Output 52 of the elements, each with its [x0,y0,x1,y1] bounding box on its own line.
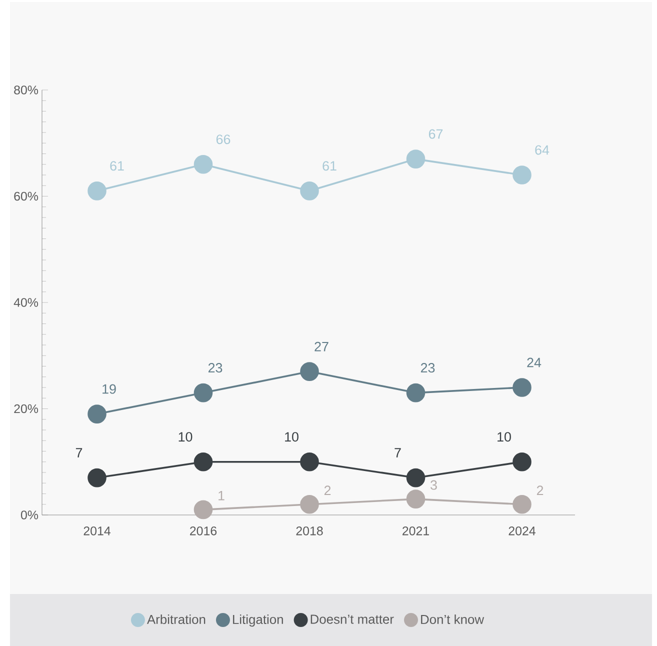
data-label: 64 [535,145,550,155]
x-tick-label: 2018 [296,526,323,536]
point [194,154,213,174]
data-label: 67 [428,129,443,139]
data-label: 23 [420,363,435,373]
data-label: 7 [394,448,401,458]
point [300,362,319,381]
point [406,468,426,488]
data-label: 7 [76,448,82,458]
point [300,494,319,514]
legend-label: Arbitration [146,614,206,624]
y-tick-label: 20% [14,404,38,414]
x-tick-label: 2016 [190,526,217,536]
data-label: 19 [102,384,116,394]
point [406,490,426,508]
point [512,378,532,397]
legend-label: Don’t know [421,614,484,624]
y-tick-label: 80% [14,86,38,94]
data-label: 61 [110,161,124,171]
point [194,500,213,520]
data-label: 27 [314,342,328,352]
data-label: 24 [527,358,542,368]
data-label: 61 [322,161,336,171]
x-tick-label: 2024 [508,526,536,536]
point [512,452,532,472]
legend-label: Litigation [233,614,283,627]
point [194,383,213,402]
data-label: 10 [498,432,511,442]
data-label: 10 [178,432,192,442]
y-tick-label: 40% [14,298,38,307]
legend-label: Doesn’t matter [310,614,394,624]
point [406,150,426,168]
point [88,404,106,424]
data-label: 2 [324,486,331,496]
point [512,166,532,184]
data-label: 3 [430,480,437,490]
x-tick-label: 2021 [402,526,429,536]
point [194,452,213,472]
data-label: 23 [208,363,222,373]
y-tick-label: 60% [14,192,38,201]
x-tick-label: 2014 [84,526,110,536]
y-tick-label: 0% [20,510,38,520]
point [300,182,319,200]
data-label: 10 [285,432,298,442]
point [88,182,106,200]
point [512,494,532,514]
data-label: 66 [216,134,230,144]
point [300,452,319,472]
data-label: 2 [536,486,544,496]
point [88,468,106,488]
point [406,383,426,402]
data-label: 1 [218,491,224,500]
